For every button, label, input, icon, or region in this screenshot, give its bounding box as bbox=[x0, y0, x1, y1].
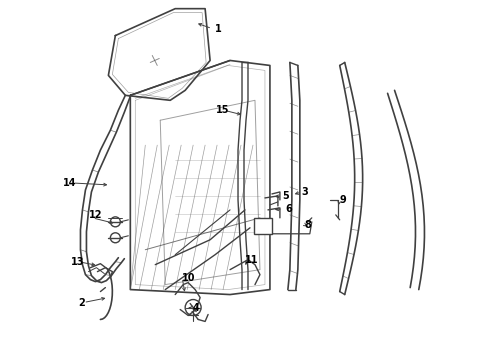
Text: 6: 6 bbox=[285, 204, 292, 214]
Text: 8: 8 bbox=[305, 220, 312, 230]
Text: 14: 14 bbox=[63, 178, 76, 188]
Text: 4: 4 bbox=[192, 302, 199, 312]
Text: 13: 13 bbox=[71, 257, 84, 267]
Text: 5: 5 bbox=[282, 191, 289, 201]
Text: 11: 11 bbox=[245, 255, 259, 265]
Text: 15: 15 bbox=[216, 105, 230, 115]
Text: 7: 7 bbox=[260, 219, 267, 229]
Bar bbox=[254, 218, 272, 234]
Text: 12: 12 bbox=[89, 210, 102, 220]
Text: 1: 1 bbox=[215, 24, 222, 33]
Text: 2: 2 bbox=[78, 297, 85, 307]
Text: 9: 9 bbox=[340, 195, 346, 205]
Text: 10: 10 bbox=[182, 273, 196, 283]
Text: 3: 3 bbox=[302, 187, 309, 197]
